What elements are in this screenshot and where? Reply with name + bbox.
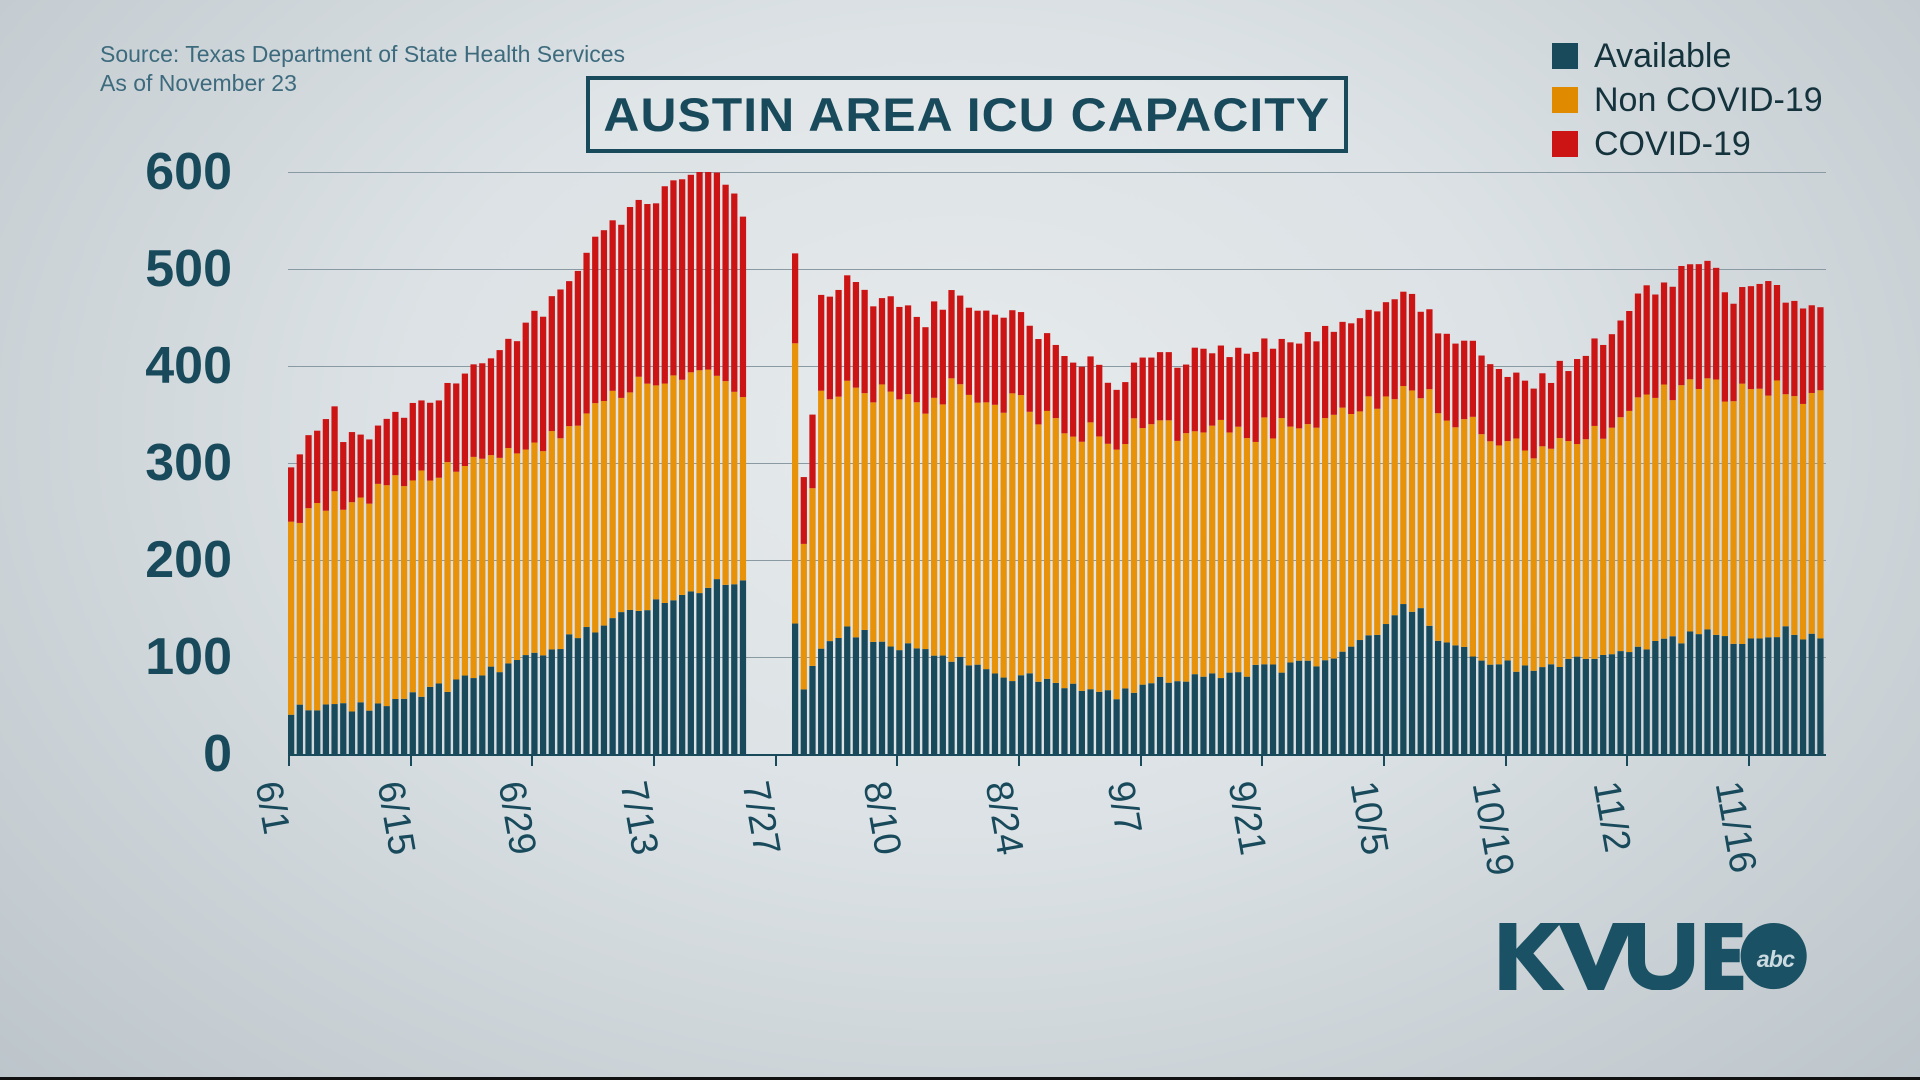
svg-text:abc: abc <box>1757 946 1795 972</box>
